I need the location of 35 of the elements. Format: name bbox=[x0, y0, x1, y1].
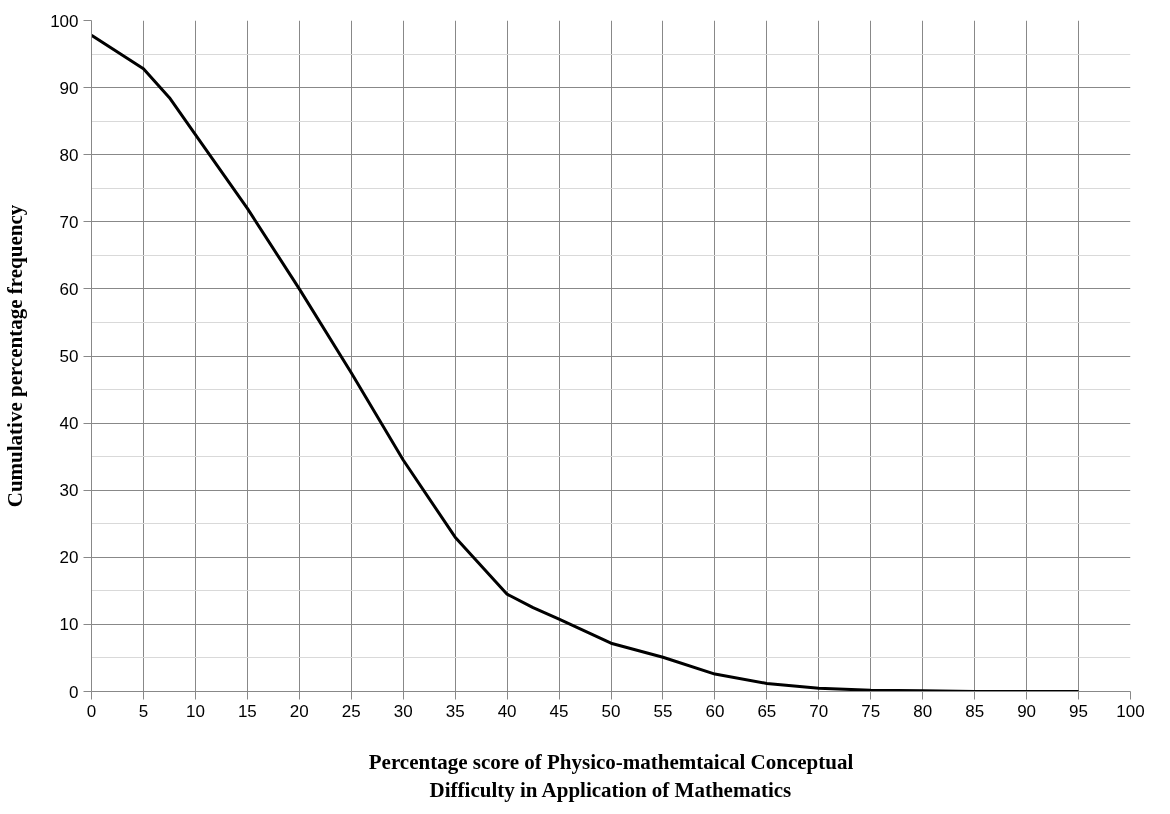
x-tick-label: 35 bbox=[445, 701, 465, 721]
x-tick-label: 10 bbox=[185, 701, 205, 721]
x-tick-label: 75 bbox=[861, 701, 881, 721]
y-tick-label: 60 bbox=[59, 279, 79, 299]
x-tick-label: 25 bbox=[341, 701, 361, 721]
y-tick-label: 50 bbox=[59, 347, 79, 366]
x-tick-label: 60 bbox=[705, 701, 725, 721]
y-tick-label: 30 bbox=[59, 481, 79, 501]
x-tick-label: 100 bbox=[1116, 701, 1145, 721]
x-tick-label: 55 bbox=[653, 701, 673, 721]
x-tick-label: 30 bbox=[393, 701, 413, 721]
y-axis-title: Cumulative percentage frequency bbox=[3, 204, 28, 508]
x-tick-label: 5 bbox=[138, 701, 149, 721]
y-tick-label: 90 bbox=[59, 78, 79, 98]
y-tick-label: 0 bbox=[69, 682, 79, 702]
x-tick-label: 20 bbox=[289, 701, 309, 721]
x-tick-label: 50 bbox=[601, 701, 621, 721]
x-tick-label: 80 bbox=[913, 701, 933, 721]
x-tick-label: 65 bbox=[757, 701, 777, 721]
x-tick-label: 45 bbox=[549, 701, 569, 721]
x-axis-title: Percentage score of Physico-mathemtaical Conceptual Difficulty in Application of Mathematics bbox=[368, 749, 854, 803]
y-tick-label: 100 bbox=[50, 11, 79, 31]
y-tick-label: 80 bbox=[59, 145, 79, 165]
line-series bbox=[91, 33, 1081, 692]
y-tick-label: 10 bbox=[59, 615, 79, 635]
y-tick-label: 70 bbox=[59, 212, 79, 232]
x-tick-label: 90 bbox=[1017, 701, 1037, 721]
x-tick-label: 15 bbox=[237, 701, 257, 721]
x-tick-label: 0 bbox=[86, 701, 97, 721]
y-tick-label: 20 bbox=[59, 548, 79, 568]
x-tick-label: 95 bbox=[1069, 701, 1089, 721]
y-tick-label: 40 bbox=[59, 414, 79, 434]
x-tick-label: 70 bbox=[809, 701, 829, 721]
x-tick-label: 40 bbox=[497, 701, 517, 721]
x-tick-label: 85 bbox=[965, 701, 985, 721]
